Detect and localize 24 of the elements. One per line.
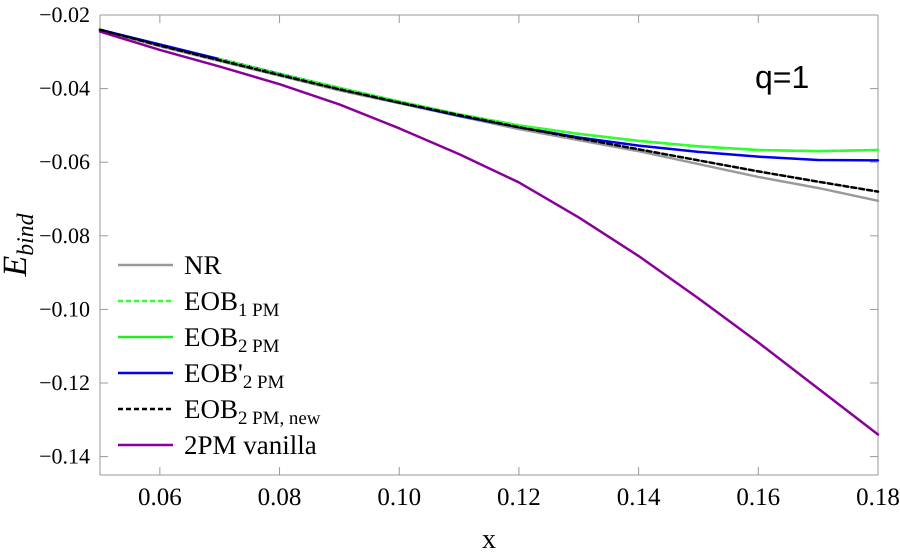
- y-tick-label: −0.04: [39, 76, 90, 101]
- legend-label: NR: [184, 250, 222, 280]
- y-tick-label: −0.14: [39, 444, 90, 469]
- legend-label: EOB$_{2 PM}$: [184, 322, 280, 357]
- x-tick-label: 0.08: [258, 484, 302, 511]
- x-tick-label: 0.18: [856, 484, 900, 511]
- line-series: [218, 58, 880, 152]
- annotation: q=1: [755, 59, 810, 95]
- y-tick-label: −0.10: [39, 296, 90, 322]
- y-tick-label: −0.06: [39, 149, 90, 174]
- x-tick-label: 0.06: [138, 484, 182, 511]
- legend-label: EOB'$_{2 PM}$: [184, 358, 285, 393]
- x-tick-label: 0.12: [497, 484, 541, 511]
- x-axis-title: x: [482, 524, 496, 553]
- x-tick-label: 0.16: [736, 484, 780, 511]
- legend-label: 2PM vanilla: [184, 430, 317, 460]
- legend-label: EOB$_{1 PM}$: [184, 286, 280, 321]
- x-tick-label: 0.14: [616, 484, 661, 511]
- legend-label: EOB$_{2 PM, new}$: [184, 394, 321, 429]
- y-tick-label: −0.02: [39, 2, 90, 28]
- x-tick-label: 0.10: [377, 484, 422, 511]
- y-tick-label: −0.12: [39, 370, 90, 396]
- line-series: [98, 30, 880, 436]
- y-tick-label: −0.08: [39, 222, 90, 248]
